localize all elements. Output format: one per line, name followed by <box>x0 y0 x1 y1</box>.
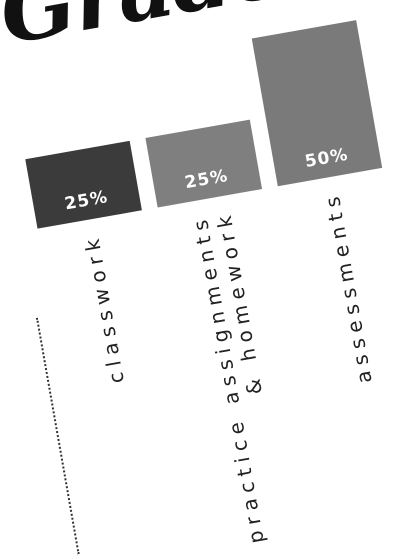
category-label-1: classwork <box>79 231 129 385</box>
bar-2 <box>145 119 263 208</box>
bar-3 <box>251 20 383 187</box>
category-label-3: assessments <box>319 189 376 385</box>
bar-1 <box>25 140 142 229</box>
